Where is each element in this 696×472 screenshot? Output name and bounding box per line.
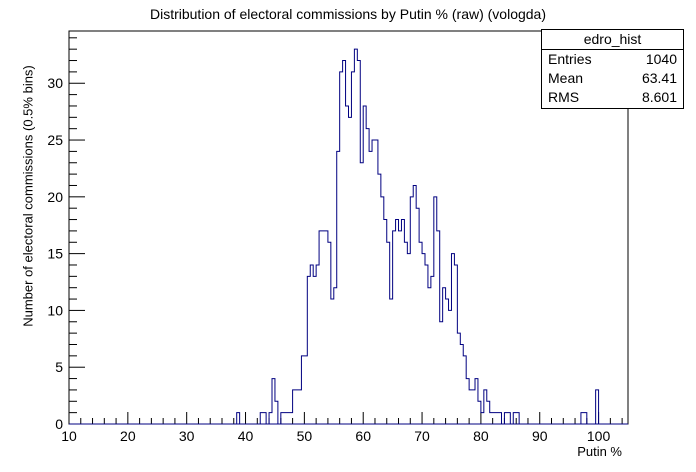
axis-ticks	[68, 37, 623, 425]
y-tick-label: 30	[47, 75, 63, 91]
x-tick-label: 80	[473, 428, 489, 444]
x-tick-label: 50	[297, 428, 313, 444]
histogram-series	[69, 48, 628, 425]
stats-label: Mean	[548, 70, 584, 86]
x-axis-label: Putin %	[577, 444, 622, 459]
stats-label: RMS	[548, 89, 580, 105]
axis-tick-labels: 10 20 30 40 50 60 70 80 90 100 0 5 10 15 20 25 30	[47, 75, 610, 444]
x-tick-label: 20	[120, 428, 136, 444]
stats-row-mean: Mean 63.41	[542, 69, 683, 88]
y-tick-label: 15	[47, 246, 63, 262]
stats-value: 63.41	[641, 70, 677, 86]
chart-title: Distribution of electoral commissions by…	[149, 6, 547, 22]
stats-box: edro_hist Entries 1040 Mean 63.41 RMS 8.…	[541, 29, 684, 109]
y-tick-label: 0	[55, 416, 63, 432]
x-tick-label: 70	[414, 428, 430, 444]
stats-value: 1040	[645, 51, 677, 67]
y-tick-label: 10	[47, 302, 63, 318]
stats-row-entries: Entries 1040	[542, 50, 683, 69]
x-tick-label: 90	[532, 428, 548, 444]
x-tick-label: 10	[61, 428, 77, 444]
stats-row-rms: RMS 8.601	[542, 88, 683, 107]
x-tick-label: 30	[179, 428, 195, 444]
x-tick-label: 40	[238, 428, 254, 444]
x-tick-label: 100	[587, 428, 611, 444]
y-tick-label: 20	[47, 189, 63, 205]
stats-value: 8.601	[641, 89, 677, 105]
y-tick-label: 5	[55, 359, 63, 375]
x-tick-label: 60	[355, 428, 371, 444]
y-axis-label: Number of electoral commissions (0.5% bi…	[20, 65, 36, 327]
stats-label: Entries	[548, 51, 592, 67]
y-tick-label: 25	[47, 132, 63, 148]
stats-name: edro_hist	[542, 30, 683, 50]
